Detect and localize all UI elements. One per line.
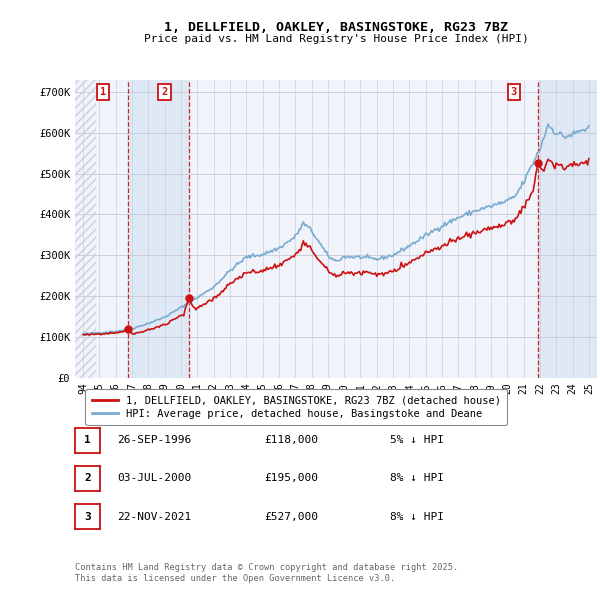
Bar <box>538 80 597 378</box>
Text: 8% ↓ HPI: 8% ↓ HPI <box>390 474 444 483</box>
Text: 22-NOV-2021: 22-NOV-2021 <box>117 512 191 522</box>
Text: 1: 1 <box>100 87 106 97</box>
Text: 1, DELLFIELD, OAKLEY, BASINGSTOKE, RG23 7BZ: 1, DELLFIELD, OAKLEY, BASINGSTOKE, RG23 … <box>164 21 508 34</box>
Text: 3: 3 <box>511 87 517 97</box>
Bar <box>128 80 189 378</box>
Text: 8% ↓ HPI: 8% ↓ HPI <box>390 512 444 522</box>
Text: 2: 2 <box>84 474 91 483</box>
Text: 03-JUL-2000: 03-JUL-2000 <box>117 474 191 483</box>
Text: £527,000: £527,000 <box>264 512 318 522</box>
Text: 1: 1 <box>84 435 91 445</box>
Text: Contains HM Land Registry data © Crown copyright and database right 2025.
This d: Contains HM Land Registry data © Crown c… <box>75 563 458 583</box>
Text: £195,000: £195,000 <box>264 474 318 483</box>
Text: Price paid vs. HM Land Registry's House Price Index (HPI): Price paid vs. HM Land Registry's House … <box>143 34 529 44</box>
Text: 2: 2 <box>161 87 168 97</box>
Text: 26-SEP-1996: 26-SEP-1996 <box>117 435 191 445</box>
Text: 5% ↓ HPI: 5% ↓ HPI <box>390 435 444 445</box>
Legend: 1, DELLFIELD, OAKLEY, BASINGSTOKE, RG23 7BZ (detached house), HPI: Average price: 1, DELLFIELD, OAKLEY, BASINGSTOKE, RG23 … <box>85 389 508 425</box>
Text: 3: 3 <box>84 512 91 522</box>
Text: £118,000: £118,000 <box>264 435 318 445</box>
